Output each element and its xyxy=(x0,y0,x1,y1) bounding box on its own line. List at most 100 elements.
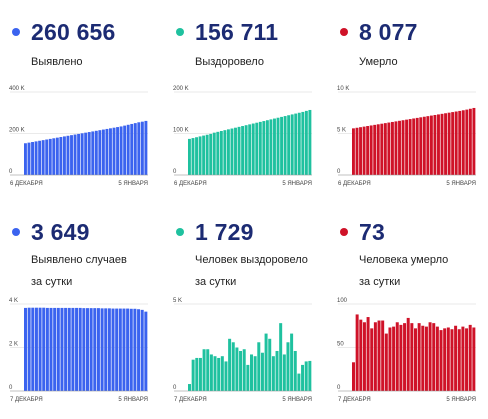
bar xyxy=(191,138,195,175)
bar xyxy=(188,138,191,175)
bar xyxy=(198,136,202,175)
x-tick-label-start: 7 ДЕКАБРЯ xyxy=(174,397,207,403)
bar xyxy=(191,359,195,391)
bar xyxy=(394,121,398,175)
bar xyxy=(235,347,239,391)
bar xyxy=(82,308,86,391)
bar xyxy=(133,308,137,391)
stat-label-line: Человек выздоровело xyxy=(195,254,308,266)
bar xyxy=(276,117,280,175)
bar xyxy=(205,134,209,175)
bar xyxy=(53,307,57,391)
legend-dot xyxy=(12,228,20,236)
bar xyxy=(264,333,268,391)
bar xyxy=(118,308,122,391)
stat-value: 156 711 xyxy=(195,19,279,45)
stat-label-line: Умерло xyxy=(359,56,398,68)
bar xyxy=(34,141,38,175)
bar xyxy=(122,308,126,391)
y-tick-label: 0 xyxy=(173,385,177,391)
bar xyxy=(140,309,144,391)
bar xyxy=(226,129,230,175)
bar xyxy=(66,135,70,175)
bar xyxy=(468,324,472,391)
bar xyxy=(202,349,206,391)
bar-chart: 0 5 K 10 K 6 ДЕКАБРЯ 5 ЯНВАРЯ xyxy=(337,86,476,187)
bar xyxy=(461,326,465,391)
bar xyxy=(426,116,430,175)
bar xyxy=(38,140,42,175)
bar xyxy=(56,307,60,391)
bar xyxy=(213,356,217,391)
bar xyxy=(248,124,252,175)
bar-chart: 0 2 K 4 K 7 ДЕКАБРЯ 5 ЯНВАРЯ xyxy=(9,298,148,403)
bar xyxy=(294,113,298,175)
bar xyxy=(119,126,123,175)
stat-value: 8 077 xyxy=(359,19,418,45)
bar xyxy=(279,323,283,391)
bar-chart: 0 100 K 200 K 6 ДЕКАБРЯ 5 ЯНВАРЯ xyxy=(173,86,312,187)
bar xyxy=(55,137,59,175)
stat-label-line: за сутки xyxy=(31,276,73,288)
bar xyxy=(27,307,31,391)
bar xyxy=(451,112,455,175)
bar xyxy=(228,338,232,391)
bar xyxy=(246,364,250,391)
bar xyxy=(444,113,448,175)
bar-chart: 0 200 K 400 K 6 ДЕКАБРЯ 5 ЯНВАРЯ xyxy=(9,86,148,187)
bar xyxy=(94,130,98,175)
x-tick-label-start: 6 ДЕКАБРЯ xyxy=(10,181,43,187)
bar xyxy=(223,130,227,175)
bar xyxy=(308,360,312,391)
bar xyxy=(275,350,279,391)
bar xyxy=(260,352,264,391)
bar xyxy=(133,123,137,175)
bar xyxy=(362,322,366,391)
stat-label: Выявлено случаев за сутки xyxy=(31,252,127,291)
bar xyxy=(384,333,388,391)
bar xyxy=(437,114,440,175)
bar xyxy=(440,113,444,175)
bar xyxy=(454,325,458,391)
bar xyxy=(417,323,421,391)
bar xyxy=(373,322,377,391)
bar xyxy=(414,328,417,391)
bar xyxy=(78,307,82,391)
bar xyxy=(380,123,384,175)
x-tick-label-end: 5 ЯНВАРЯ xyxy=(118,397,148,403)
y-tick-label: 100 xyxy=(337,298,348,304)
bar xyxy=(198,357,202,391)
stat-value: 3 649 xyxy=(31,219,90,245)
bar xyxy=(129,308,133,391)
bar xyxy=(461,110,465,175)
bar xyxy=(195,357,199,391)
bar xyxy=(250,354,253,391)
bar xyxy=(370,328,374,391)
bar xyxy=(206,349,210,391)
bar xyxy=(383,123,387,175)
bar xyxy=(188,384,191,391)
bar xyxy=(366,126,370,175)
bar xyxy=(202,135,206,175)
bar xyxy=(297,112,301,175)
bar xyxy=(283,116,287,175)
bar xyxy=(98,130,102,175)
bar xyxy=(421,325,425,391)
bar xyxy=(107,308,111,391)
bar xyxy=(424,326,428,391)
bar xyxy=(433,114,437,175)
stat-label-line: Человека умерло xyxy=(359,254,449,266)
bar xyxy=(60,307,64,391)
bar xyxy=(241,126,245,175)
bar xyxy=(376,124,380,175)
bar xyxy=(428,322,432,391)
bar xyxy=(237,126,241,175)
bar xyxy=(422,116,426,175)
stat-label: Человека умерло за сутки xyxy=(359,252,448,291)
bar xyxy=(293,350,297,391)
bar xyxy=(443,328,447,391)
bar xyxy=(406,317,410,391)
bar xyxy=(209,354,213,391)
bar xyxy=(27,142,31,175)
bar xyxy=(290,333,294,391)
